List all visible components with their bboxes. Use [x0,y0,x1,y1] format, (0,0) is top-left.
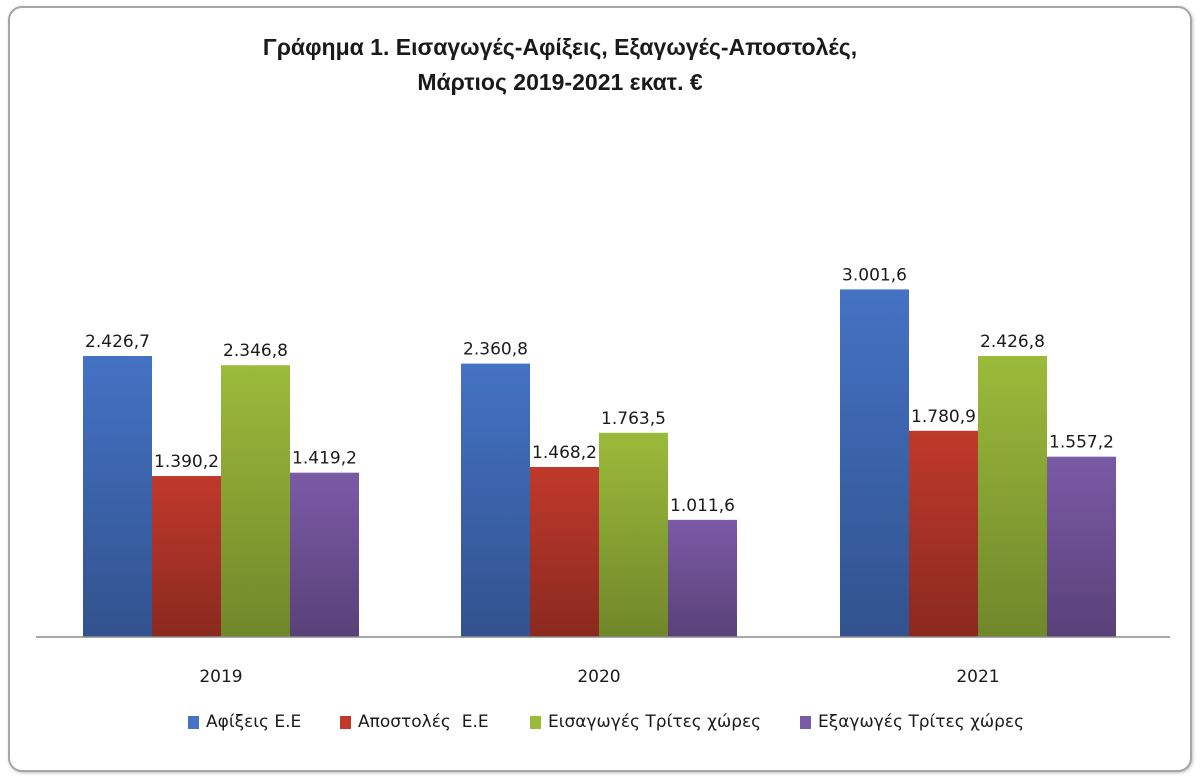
bar-2020-series-1 [461,363,530,637]
bar-2021-series-1 [840,289,909,637]
chart-title: Γράφημα 1. Εισαγωγές-Αφίξεις, Εξαγωγές-Α… [120,30,1000,100]
legend-swatch-series-3 [530,715,541,729]
bar-2021-series-4 [1047,456,1116,637]
bar-2021-series-2 [909,430,978,637]
legend-swatch-series-4 [800,715,811,729]
legend-item-series-2: Αποστολές Ε.Ε [340,712,489,732]
legend-swatch-series-1 [188,715,199,729]
legend-item-series-1: Αφίξεις Ε.Ε [188,712,301,732]
x-tick-label-2020: 2020 [577,667,620,687]
chart-title-line-2: Μάρτιος 2019-2021 εκατ. € [417,69,703,95]
bar-2019-series-2 [152,476,221,637]
data-label-2021-series-3: 2.426,8 [980,332,1045,352]
data-label-2021-series-4: 1.557,2 [1049,433,1114,453]
legend-item-series-4: Εξαγωγές Τρίτες χώρες [800,712,1024,732]
data-label-2019-series-1: 2.426,7 [85,332,150,352]
legend-item-series-3: Εισαγωγές Τρίτες χώρες [530,712,761,732]
data-label-2019-series-4: 1.419,2 [292,449,357,469]
x-tick-label-2019: 2019 [199,667,242,687]
data-label-2020-series-2: 1.468,2 [532,443,597,463]
legend-label-series-2: Αποστολές Ε.Ε [358,712,489,732]
data-label-2019-series-2: 1.390,2 [154,452,219,472]
data-label-2020-series-3: 1.763,5 [601,409,666,429]
chart-legend: Αφίξεις Ε.Ε Αποστολές Ε.Ε Εισαγωγές Τρίτες… [0,712,1200,740]
data-label-2020-series-4: 1.011,6 [670,496,735,516]
chart-title-line-1: Γράφημα 1. Εισαγωγές-Αφίξεις, Εξαγωγές-Α… [262,34,858,60]
bar-2020-series-3 [599,432,668,637]
legend-swatch-series-2 [340,715,351,729]
x-tick-label-2021: 2021 [956,667,999,687]
data-label-2021-series-1: 3.001,6 [842,265,907,285]
bar-2019-series-1 [83,355,152,637]
bar-2020-series-4 [668,519,737,637]
data-label-2020-series-1: 2.360,8 [463,340,528,360]
legend-label-series-4: Εξαγωγές Τρίτες χώρες [818,712,1025,732]
bar-2019-series-4 [290,472,359,637]
data-label-2021-series-2: 1.780,9 [911,407,976,427]
bar-2019-series-3 [221,365,290,637]
data-label-2019-series-3: 2.346,8 [223,341,288,361]
bar-2020-series-2 [530,466,599,637]
legend-label-series-1: Αφίξεις Ε.Ε [206,712,302,732]
legend-label-series-3: Εισαγωγές Τρίτες χώρες [548,712,762,732]
bar-2021-series-3 [978,355,1047,637]
